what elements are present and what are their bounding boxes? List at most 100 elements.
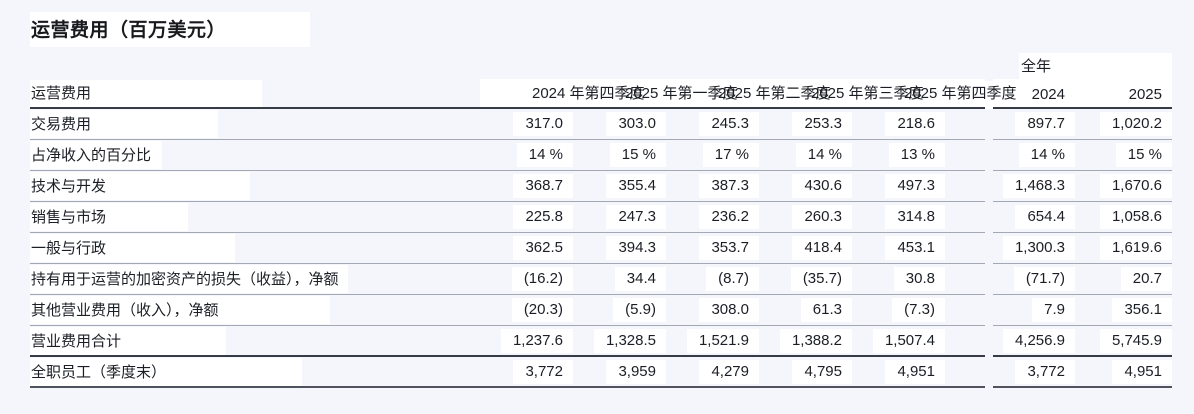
quarter-value-cell: (7.3) [852, 295, 945, 325]
table-row: 销售与市场 225.8 247.3 236.2 260.3 314.8 654.4 1,058… [30, 202, 1172, 233]
row-label-cell: 交易费用 [30, 109, 480, 139]
row-label: 全职员工（季度末） [30, 357, 302, 386]
quarter-header-cell: 2025 年第二季度 [666, 79, 831, 107]
year-value-cell: 7.9 [993, 295, 1075, 325]
year-value: (71.7) [1013, 267, 1075, 291]
year-value-cell: 1,619.6 [1075, 233, 1172, 263]
year-value: 20.7 [1120, 267, 1172, 291]
year-value-cell: 14 % [993, 140, 1075, 170]
quarter-value-cell: 30.8 [852, 264, 945, 294]
quarter-value: 17 % [702, 143, 759, 167]
year-value-cell: 3,772 [993, 357, 1075, 386]
table-row: 技术与开发 368.7 355.4 387.3 430.6 497.3 1,468.3 1,6… [30, 171, 1172, 202]
row-left-segment: 其他营业费用（收入），净额 (20.3) (5.9) 308.0 61.3 (7.3) [30, 295, 985, 326]
quarter-value-cell: 1,507.4 [852, 326, 945, 355]
quarter-value: 418.4 [792, 236, 852, 260]
row-right-segment: 897.7 1,020.2 [993, 109, 1172, 140]
quarter-value: 303.0 [606, 112, 666, 136]
year-value-cell: 4,951 [1075, 357, 1172, 386]
quarter-headers: 2024 年第四季度 2025 年第一季度 2025 年第二季度 2025 年第三季度… [480, 79, 1017, 107]
quarter-value-cell: 308.0 [666, 295, 759, 325]
quarter-value-cell: 247.3 [573, 202, 666, 232]
quarter-value-cell: 260.3 [759, 202, 852, 232]
row-label: 交易费用 [30, 110, 218, 138]
quarter-value-cell: 314.8 [852, 202, 945, 232]
row-label-cell: 营业费用合计 [30, 326, 480, 355]
quarter-value: (20.3) [511, 298, 573, 322]
row-right-segment: 3,772 4,951 [993, 357, 1172, 388]
year-value-cell: 356.1 [1075, 295, 1172, 325]
page-title: 运营费用（百万美元） [30, 12, 311, 47]
quarter-value: 225.8 [513, 205, 573, 229]
full-year-label: 全年 [1019, 53, 1172, 79]
full-year-label-row: 全年 [30, 53, 1172, 79]
year-value-cell: 4,256.9 [993, 326, 1075, 355]
quarter-value-cell: 497.3 [852, 171, 945, 201]
quarter-value: 4,951 [885, 359, 945, 384]
quarter-value-cell: 61.3 [759, 295, 852, 325]
quarter-header-label: 2024 年第四季度 [532, 85, 645, 102]
quarter-value: 15 % [609, 143, 666, 167]
table-header-row: 运营费用 2024 年第四季度 2025 年第一季度 2025 年第二季度 2025 … [30, 79, 1172, 109]
quarter-value: (7.3) [892, 298, 945, 322]
row-label: 一般与行政 [30, 234, 235, 262]
row-label-cell: 持有用于运营的加密资产的损失（收益），净额 [30, 264, 480, 294]
year-value-cell: 1,300.3 [993, 233, 1075, 263]
quarter-value: 355.4 [606, 174, 666, 198]
row-label: 持有用于运营的加密资产的损失（收益），净额 [30, 265, 348, 293]
quarter-value: (35.7) [790, 267, 852, 291]
quarter-header-label: 2025 年第二季度 [718, 85, 831, 102]
section-gap [985, 264, 993, 295]
year-value: 14 % [1018, 143, 1075, 167]
table-row: 占净收入的百分比 14 % 15 % 17 % 14 % 13 % 14 % 15 % [30, 140, 1172, 171]
quarter-value-cell: 14 % [480, 140, 573, 170]
quarter-value: 1,507.4 [872, 328, 945, 353]
row-left-segment: 占净收入的百分比 14 % 15 % 17 % 14 % 13 % [30, 140, 985, 171]
year-value-cell: 897.7 [993, 109, 1075, 139]
quarter-value: 308.0 [699, 298, 759, 322]
year-value: 1,619.6 [1099, 236, 1172, 260]
year-header-cell: 2025 [1075, 79, 1172, 107]
full-year-group: 全年 [993, 53, 1172, 79]
quarter-value: 4,279 [699, 359, 759, 384]
quarter-value: 253.3 [792, 112, 852, 136]
quarter-value-cell: 453.1 [852, 233, 945, 263]
table-row: 交易费用 317.0 303.0 245.3 253.3 218.6 897.7 1,020.… [30, 109, 1172, 140]
row-right-segment: 1,300.3 1,619.6 [993, 233, 1172, 264]
quarter-header-label: 2025 年第三季度 [811, 85, 924, 102]
year-value-cell: 15 % [1075, 140, 1172, 170]
quarter-value-cell: 15 % [573, 140, 666, 170]
quarter-header-cell: 2024 年第四季度 [480, 79, 645, 107]
row-label-cell: 技术与开发 [30, 171, 480, 201]
quarter-value: 61.3 [800, 298, 852, 322]
quarter-value-cell: 225.8 [480, 202, 573, 232]
quarter-value: 387.3 [699, 174, 759, 198]
header-right-segment: 2024 2025 [993, 79, 1172, 109]
year-value: 1,300.3 [1002, 236, 1075, 260]
quarter-value-cell: (5.9) [573, 295, 666, 325]
table-row: 持有用于运营的加密资产的损失（收益），净额 (16.2) 34.4 (8.7) (35.… [30, 264, 1172, 295]
quarter-value-cell: 4,279 [666, 357, 759, 386]
year-value-cell: 20.7 [1075, 264, 1172, 294]
quarter-value: 353.7 [699, 236, 759, 260]
year-headers: 2024 2025 [993, 79, 1172, 107]
year-value: 4,951 [1112, 359, 1172, 384]
quarter-value: 314.8 [885, 205, 945, 229]
quarter-value-cell: 418.4 [759, 233, 852, 263]
quarter-value-cell: (20.3) [480, 295, 573, 325]
quarter-value-cell: (16.2) [480, 264, 573, 294]
quarter-value: 1,328.5 [593, 328, 666, 353]
row-label-cell: 占净收入的百分比 [30, 140, 480, 170]
year-value-cell: 1,670.6 [1075, 171, 1172, 201]
quarter-value: 3,772 [513, 359, 573, 384]
quarter-value-cell: 1,328.5 [573, 326, 666, 355]
quarter-value-cell: 430.6 [759, 171, 852, 201]
quarter-value: 317.0 [513, 112, 573, 136]
row-label: 营业费用合计 [30, 326, 226, 355]
quarter-value: 14 % [795, 143, 852, 167]
quarter-value: 30.8 [893, 267, 945, 291]
quarter-value: 1,388.2 [779, 328, 852, 353]
table-row: 一般与行政 362.5 394.3 353.7 418.4 453.1 1,300.3 1,6… [30, 233, 1172, 264]
quarter-value-cell: (8.7) [666, 264, 759, 294]
quarter-value-cell: 1,237.6 [480, 326, 573, 355]
